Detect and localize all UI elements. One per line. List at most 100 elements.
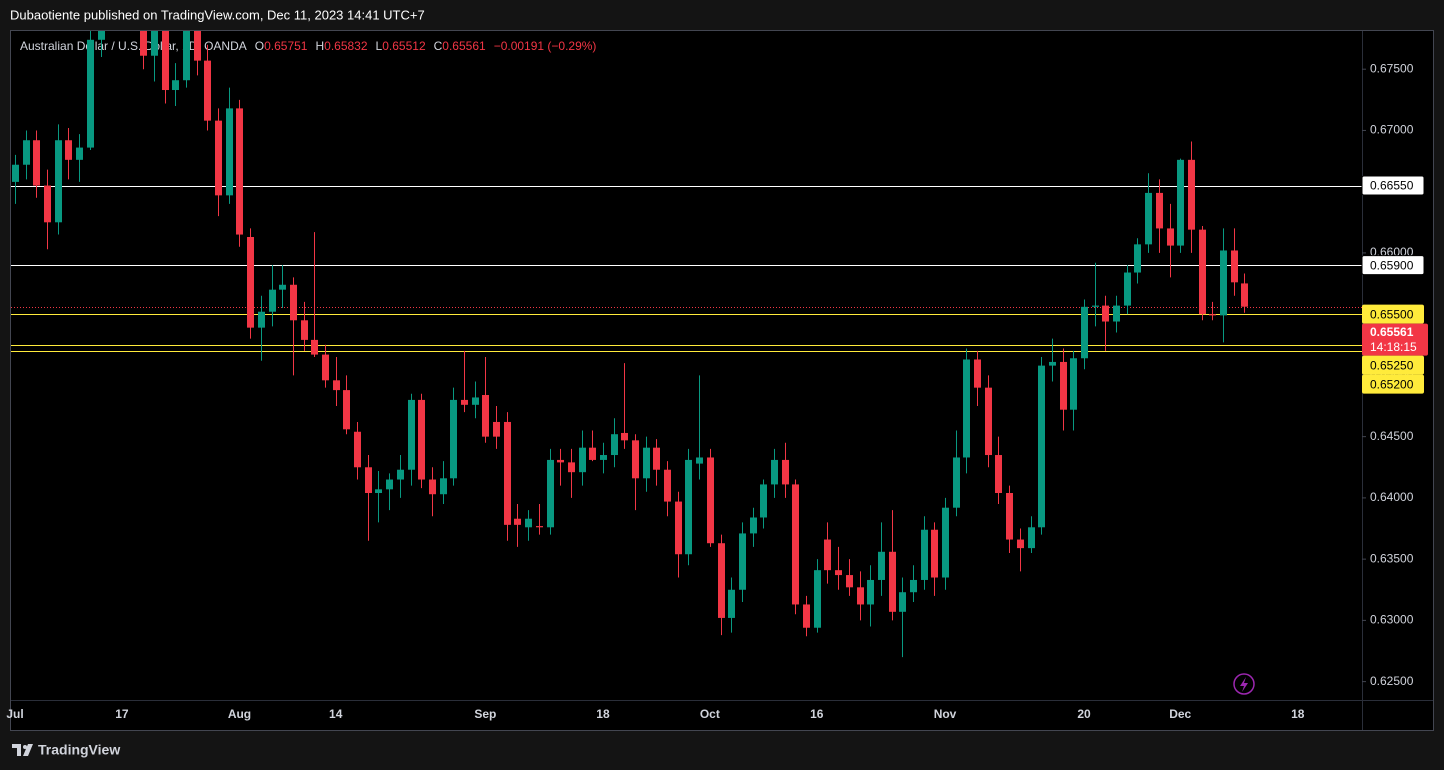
- candle-body: [1188, 159, 1195, 230]
- candle-body: [739, 533, 746, 590]
- candle-body: [942, 507, 949, 578]
- candle-body: [857, 587, 864, 605]
- legend-change: −0.00191 (−0.29%): [494, 39, 597, 53]
- candle-body: [408, 399, 415, 470]
- candle-body: [600, 455, 607, 460]
- candle-body: [803, 604, 810, 628]
- candle-body: [1028, 527, 1035, 549]
- candle-body: [985, 387, 992, 456]
- candle-body: [814, 570, 821, 628]
- candle-body: [440, 478, 447, 495]
- candle-body: [579, 447, 586, 473]
- x-tick-label: 14: [329, 707, 343, 721]
- publisher: Dubaotiente published on TradingView.com…: [10, 7, 425, 22]
- candle-body: [589, 447, 596, 460]
- candle-body: [162, 31, 169, 91]
- candle-body: [482, 395, 489, 437]
- y-tick-label: 0.63500: [1370, 551, 1414, 565]
- level-label: 0.65200: [1370, 377, 1414, 391]
- legend-high-label: H: [315, 39, 324, 53]
- candle-body: [621, 432, 628, 441]
- candle-body: [1038, 365, 1045, 528]
- candle-body: [1017, 539, 1024, 549]
- candle-body: [568, 462, 575, 473]
- x-tick-label: Aug: [228, 707, 251, 721]
- candle-body: [365, 467, 372, 493]
- candle-body: [140, 31, 147, 56]
- candle-body: [1177, 159, 1184, 246]
- candle-body: [247, 237, 254, 328]
- flash-icon[interactable]: [1233, 673, 1255, 695]
- candle-body: [1092, 305, 1099, 307]
- legend-low: 0.65512: [382, 39, 426, 53]
- candle-body: [536, 526, 543, 528]
- candle-body: [653, 447, 660, 470]
- candle-body: [824, 539, 831, 571]
- countdown: 14:18:15: [1370, 340, 1417, 354]
- candle-body: [974, 359, 981, 388]
- candle-body: [258, 311, 265, 328]
- candle-body: [236, 108, 243, 235]
- brand: TradingView: [38, 742, 120, 758]
- x-tick-label: Nov: [934, 707, 957, 721]
- candle-body: [354, 431, 361, 468]
- candle-body: [782, 459, 789, 485]
- legend-close-label: C: [434, 39, 443, 53]
- candle-body: [418, 399, 425, 480]
- y-tick-label: 0.67500: [1370, 61, 1414, 75]
- candle-body: [728, 589, 735, 618]
- candle-body: [611, 434, 618, 456]
- candle-body: [1049, 361, 1056, 366]
- candle-body: [429, 479, 436, 495]
- level-label-box: [1362, 304, 1424, 324]
- candle-body: [493, 421, 500, 437]
- plot: [11, 31, 1362, 658]
- candle-body: [183, 31, 190, 81]
- candle-body: [290, 284, 297, 321]
- candle-body: [931, 529, 938, 578]
- candle-body: [1102, 305, 1109, 322]
- candle-body: [750, 517, 757, 534]
- logo-part: [23, 745, 27, 749]
- candle-body: [514, 518, 521, 525]
- candle-body: [301, 320, 308, 340]
- candle-body: [65, 140, 72, 160]
- candle-body: [867, 579, 874, 605]
- candle-body: [461, 399, 468, 405]
- level-label-box: [1361, 175, 1425, 196]
- candle-body: [311, 339, 318, 355]
- x-tick-label: Dec: [1169, 707, 1191, 721]
- candle-body: [953, 457, 960, 508]
- candle-body: [1006, 492, 1013, 540]
- candle-body: [963, 359, 970, 458]
- candle-body: [12, 164, 19, 182]
- candle-body: [343, 390, 350, 430]
- candle-body: [333, 380, 340, 391]
- candle-body: [386, 479, 393, 490]
- legend-open-label: O: [255, 39, 264, 53]
- candle-body: [1113, 305, 1120, 322]
- level-label-box: [1362, 374, 1424, 394]
- candle-body: [1199, 229, 1206, 315]
- candle-body: [792, 484, 799, 605]
- axes: 0.625000.630000.635000.640000.645000.650…: [6, 61, 1428, 721]
- candle-body: [172, 80, 179, 91]
- candle-body: [525, 518, 532, 528]
- candle-body: [632, 440, 639, 479]
- candle-body: [1241, 283, 1248, 307]
- x-tick-label: Oct: [700, 707, 720, 721]
- y-tick-label: 0.67000: [1370, 123, 1414, 137]
- candle-body: [375, 489, 382, 493]
- candle-body: [44, 185, 51, 223]
- last-price-box: [1362, 323, 1428, 356]
- candle-body: [269, 289, 276, 312]
- last-price-label: 0.65561: [1370, 325, 1414, 339]
- level-label: 0.65900: [1370, 258, 1414, 272]
- candle-body: [322, 354, 329, 381]
- legend-open: 0.65751: [264, 39, 308, 53]
- x-tick-label: Sep: [474, 707, 496, 721]
- legend-symbol: Australian Dollar / U.S. Dollar, 1D, OAN…: [20, 39, 247, 53]
- candle-body: [87, 39, 94, 148]
- candle-body: [76, 147, 83, 160]
